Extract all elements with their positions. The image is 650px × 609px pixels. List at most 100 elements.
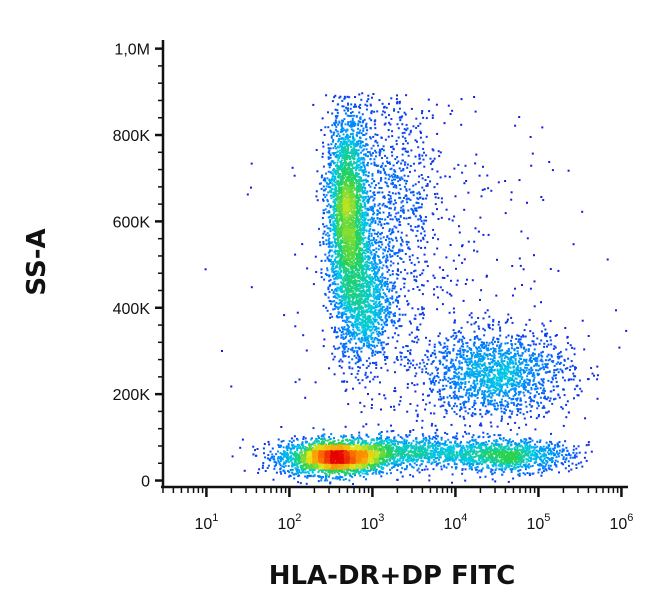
data-point [562, 444, 564, 447]
data-point [353, 330, 356, 333]
data-point [427, 358, 430, 361]
data-point [321, 117, 324, 120]
data-point [341, 105, 344, 108]
data-point [338, 96, 341, 99]
data-point [481, 369, 484, 372]
data-point [532, 372, 535, 374]
data-point [530, 369, 533, 372]
data-point [367, 98, 370, 101]
data-point [376, 375, 379, 378]
data-point [369, 127, 372, 129]
data-point [361, 113, 364, 116]
data-point [477, 436, 480, 439]
data-point [417, 308, 420, 311]
data-point [495, 362, 498, 365]
data-point [275, 462, 278, 464]
data-point [425, 260, 428, 263]
data-point [492, 384, 495, 387]
data-point [446, 456, 449, 459]
data-point [426, 468, 429, 471]
data-point [377, 437, 380, 440]
data-point [491, 361, 494, 364]
data-point [418, 471, 421, 474]
data-point [386, 256, 389, 259]
data-point [351, 137, 354, 140]
data-point [495, 393, 498, 396]
data-point [360, 350, 363, 353]
data-point [390, 405, 392, 408]
data-point [356, 144, 359, 147]
data-point [396, 175, 399, 177]
data-point [520, 440, 523, 443]
data-point [431, 442, 434, 445]
data-point [433, 349, 436, 352]
data-point [367, 155, 369, 158]
data-point [434, 356, 437, 359]
data-point [404, 161, 407, 164]
data-point [507, 442, 510, 445]
data-point [535, 391, 538, 394]
data-point [403, 438, 406, 441]
data-point [530, 458, 533, 461]
data-point [417, 218, 420, 221]
data-point [336, 109, 339, 112]
data-point [379, 171, 382, 174]
data-point [447, 402, 450, 405]
data-point [330, 179, 332, 182]
data-point [464, 381, 467, 384]
data-point [382, 256, 384, 259]
data-point [474, 438, 477, 441]
data-point [548, 467, 551, 469]
data-point [333, 305, 336, 307]
data-point [522, 391, 525, 394]
data-point [442, 460, 445, 463]
data-point [450, 397, 453, 399]
data-point [377, 312, 380, 315]
data-point [331, 177, 334, 180]
data-point [478, 371, 480, 374]
data-point [425, 219, 428, 222]
data-point [357, 154, 360, 157]
data-point [434, 366, 437, 369]
data-point [367, 248, 370, 250]
data-point [496, 407, 499, 410]
data-point [555, 451, 558, 454]
data-point [386, 307, 389, 310]
data-point [527, 364, 530, 367]
data-point [372, 238, 375, 241]
data-point [393, 108, 396, 111]
data-point [332, 290, 335, 293]
data-point [412, 457, 415, 460]
data-point [371, 218, 374, 221]
data-point [545, 459, 548, 462]
data-point [321, 437, 323, 440]
data-point [335, 241, 338, 244]
data-point [391, 249, 394, 252]
data-point [333, 282, 336, 285]
data-point [368, 198, 371, 201]
data-point [360, 98, 363, 101]
data-point [462, 415, 465, 418]
data-point [433, 453, 436, 456]
data-point [405, 356, 408, 359]
data-point [395, 212, 398, 215]
data-point [454, 375, 457, 378]
data-point [384, 362, 387, 365]
data-point [579, 387, 582, 390]
data-point [422, 440, 425, 443]
data-point [373, 276, 376, 279]
data-point [394, 192, 397, 195]
data-point [452, 436, 455, 439]
data-point [391, 284, 394, 287]
data-point [339, 299, 342, 302]
data-point [499, 334, 502, 337]
data-point [321, 434, 324, 437]
data-point [411, 382, 414, 385]
data-point [433, 293, 435, 296]
data-point [301, 243, 304, 246]
data-point [512, 398, 515, 400]
data-point [370, 235, 373, 237]
data-point [485, 373, 488, 376]
data-point [334, 241, 336, 244]
data-point [325, 233, 327, 236]
